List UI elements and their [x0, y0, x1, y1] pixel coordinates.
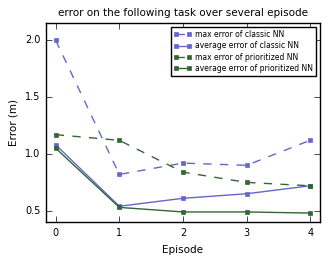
Line: average error of prioritized NN: average error of prioritized NN: [53, 146, 313, 215]
average error of classic NN: [54, 143, 58, 146]
average error of classic NN: [117, 205, 121, 208]
Line: max error of prioritized NN: max error of prioritized NN: [53, 132, 313, 188]
Legend: max error of classic NN, average error of classic NN, max error of prioritized N: max error of classic NN, average error o…: [171, 27, 316, 76]
max error of prioritized NN: [117, 139, 121, 142]
Line: average error of classic NN: average error of classic NN: [53, 143, 313, 209]
Y-axis label: Error (m): Error (m): [8, 99, 18, 146]
max error of prioritized NN: [54, 133, 58, 136]
average error of classic NN: [181, 197, 185, 200]
max error of prioritized NN: [245, 181, 249, 184]
Title: error on the following task over several episode: error on the following task over several…: [58, 8, 308, 18]
max error of prioritized NN: [181, 171, 185, 174]
average error of prioritized NN: [54, 147, 58, 150]
X-axis label: Episode: Episode: [162, 245, 203, 255]
max error of classic NN: [245, 164, 249, 167]
max error of prioritized NN: [308, 184, 312, 187]
average error of classic NN: [308, 184, 312, 187]
max error of classic NN: [308, 139, 312, 142]
max error of classic NN: [54, 39, 58, 42]
max error of classic NN: [117, 173, 121, 176]
Line: max error of classic NN: max error of classic NN: [53, 38, 313, 177]
average error of prioritized NN: [181, 210, 185, 214]
average error of classic NN: [245, 192, 249, 195]
average error of prioritized NN: [245, 210, 249, 214]
max error of classic NN: [181, 161, 185, 165]
average error of prioritized NN: [308, 211, 312, 215]
average error of prioritized NN: [117, 206, 121, 209]
